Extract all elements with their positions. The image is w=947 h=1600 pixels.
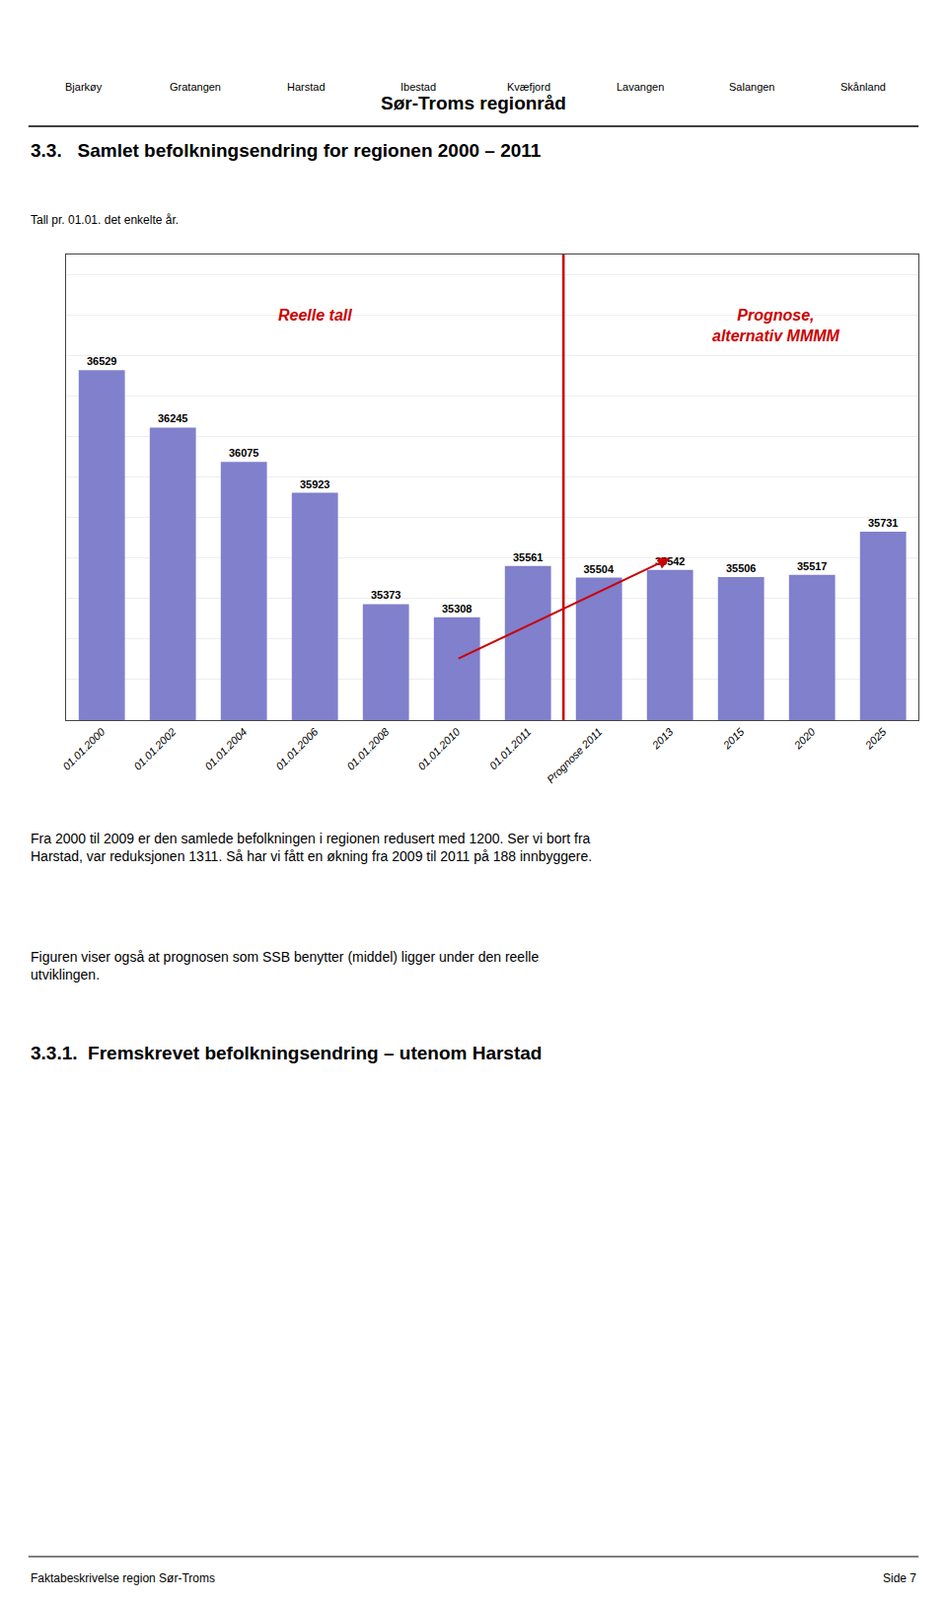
svg-text:35923: 35923 — [299, 478, 331, 491]
svg-text:35517: 35517 — [797, 560, 828, 573]
svg-text:Side 7: Side 7 — [882, 1571, 917, 1586]
svg-text:01.01.2002: 01.01.2002 — [131, 726, 178, 773]
svg-text:01.01.2008: 01.01.2008 — [344, 725, 392, 773]
svg-text:Faktabeskrivelse region Sør-Tr: Faktabeskrivelse region Sør-Troms — [30, 1571, 216, 1586]
svg-text:3.3. Samlet befolkningsendri: 3.3. Samlet befolkningsendring for regio… — [30, 140, 542, 161]
svg-text:Harstad: Harstad — [287, 80, 326, 93]
svg-text:01.01.2011: 01.01.2011 — [487, 726, 534, 773]
svg-text:Prognose,alternativ MMMM: Prognose,alternativ MMMM — [712, 306, 841, 345]
svg-text:Kvæfjord: Kvæfjord — [507, 80, 551, 93]
svg-text:Sør-Troms regionråd: Sør-Troms regionråd — [380, 92, 567, 114]
svg-text:Fra 2000 til 2009 er den samle: Fra 2000 til 2009 er den samlede befolkn… — [30, 830, 592, 865]
svg-text:01.01.2006: 01.01.2006 — [273, 725, 321, 773]
svg-text:2020: 2020 — [791, 725, 818, 752]
svg-text:Ibestad: Ibestad — [400, 80, 437, 93]
svg-text:35373: 35373 — [370, 588, 402, 601]
svg-text:Tall pr. 01.01. det enkelte år: Tall pr. 01.01. det enkelte år. — [30, 213, 179, 227]
svg-text:Lavangen: Lavangen — [616, 80, 664, 93]
svg-text:Gratangen: Gratangen — [169, 80, 221, 93]
svg-text:35542: 35542 — [655, 555, 686, 568]
svg-text:Prognose 2011: Prognose 2011 — [544, 726, 605, 787]
svg-text:01.01.2010: 01.01.2010 — [415, 725, 463, 773]
svg-text:Skånland: Skånland — [840, 80, 886, 93]
svg-text:35504: 35504 — [582, 563, 614, 576]
svg-text:3.3.1. Fremskrevet befolkning: 3.3.1. Fremskrevet befolkningsendring – … — [30, 1042, 542, 1064]
svg-text:Figuren viser også at prognose: Figuren viser også at prognosen som SSB … — [30, 948, 539, 983]
svg-text:36529: 36529 — [86, 355, 118, 367]
svg-text:35506: 35506 — [726, 562, 757, 575]
svg-text:Reelle tall: Reelle tall — [278, 306, 353, 324]
svg-text:Salangen: Salangen — [728, 80, 776, 93]
svg-text:2015: 2015 — [720, 725, 747, 752]
svg-text:36075: 36075 — [228, 446, 260, 459]
svg-text:2013: 2013 — [649, 725, 676, 752]
svg-text:01.01.2000: 01.01.2000 — [60, 725, 108, 773]
svg-text:35308: 35308 — [441, 602, 473, 615]
svg-text:01.01.2004: 01.01.2004 — [202, 726, 249, 773]
svg-text:36245: 36245 — [157, 412, 189, 425]
svg-text:2025: 2025 — [862, 725, 889, 752]
svg-text:Bjarkøy: Bjarkøy — [65, 80, 103, 93]
svg-text:35731: 35731 — [868, 516, 899, 529]
svg-text:35561: 35561 — [512, 551, 544, 564]
